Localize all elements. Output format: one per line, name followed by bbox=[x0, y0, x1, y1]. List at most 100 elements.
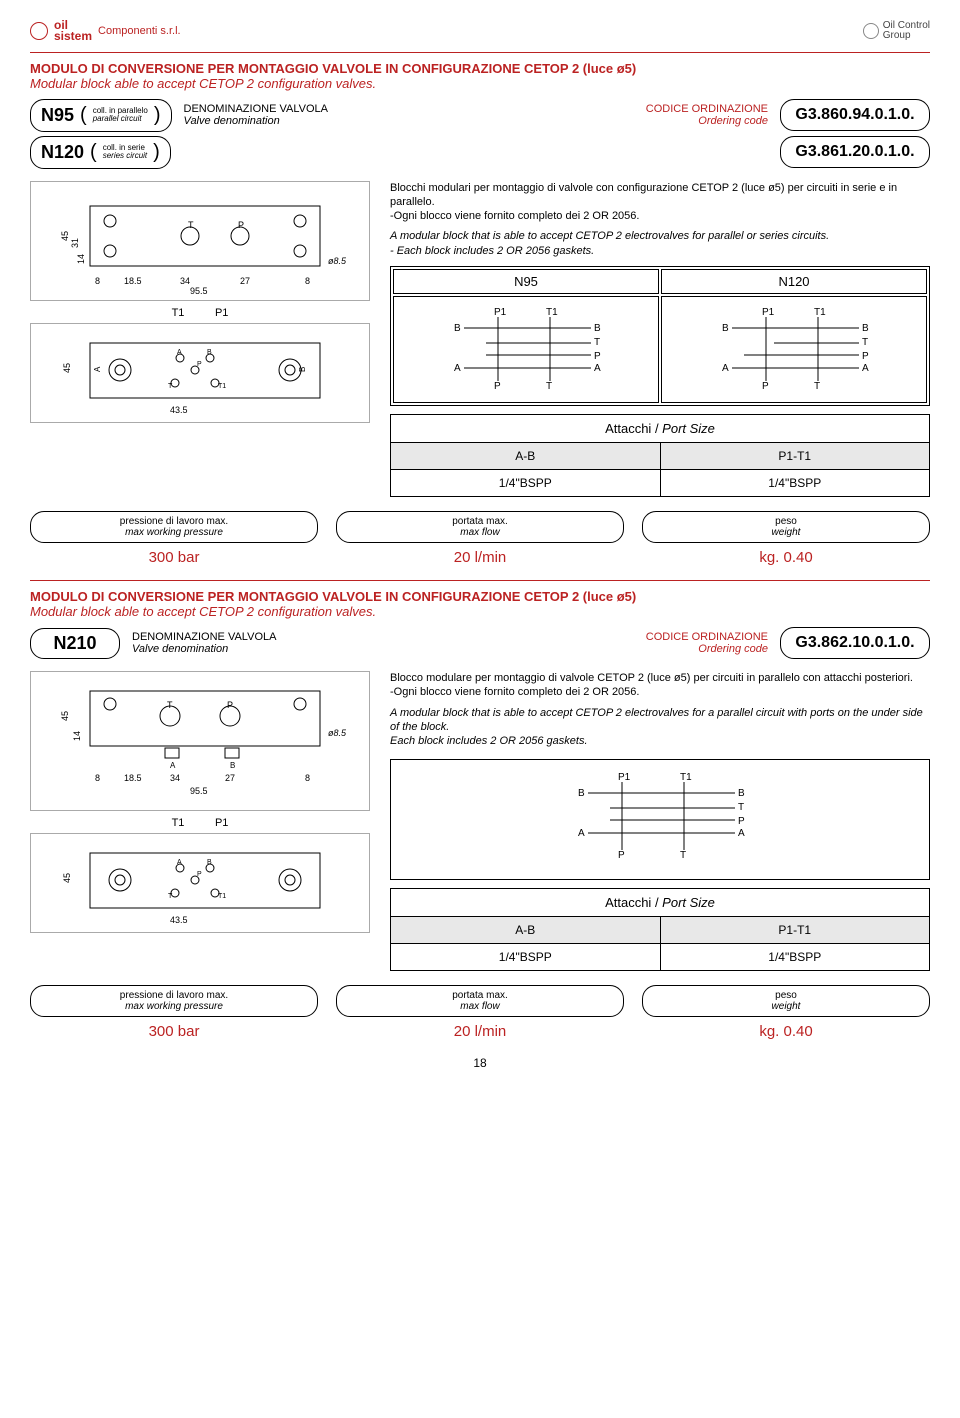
svg-text:P: P bbox=[197, 361, 202, 368]
label-t1: T1 bbox=[172, 307, 185, 319]
svg-text:43.5: 43.5 bbox=[170, 915, 188, 925]
svg-text:A: A bbox=[594, 363, 601, 374]
drawing-svg-top: T P 45 31 14 ø8.5 818.5 34278 95.5 bbox=[40, 186, 360, 296]
ord-en: Ordering code bbox=[646, 115, 768, 127]
svg-text:P1: P1 bbox=[762, 307, 775, 318]
svg-text:B: B bbox=[594, 323, 601, 334]
svg-text:A: A bbox=[170, 761, 176, 770]
svg-text:B: B bbox=[207, 859, 212, 866]
schem-hdr-n95: N95 bbox=[393, 269, 659, 294]
ord-it-2: CODICE ORDINAZIONE bbox=[646, 631, 768, 643]
svg-text:B: B bbox=[578, 788, 585, 799]
spec-flow-2: portata max. max flow bbox=[336, 985, 624, 1017]
svg-text:T: T bbox=[188, 220, 194, 230]
spec-val-pressure: 300 bar bbox=[30, 549, 318, 566]
svg-text:P: P bbox=[738, 816, 745, 827]
section-divider bbox=[30, 580, 930, 581]
svg-text:T1: T1 bbox=[218, 893, 226, 900]
model-n95: N95 ( coll. in parallelo parallel circui… bbox=[30, 99, 172, 132]
svg-text:B: B bbox=[207, 349, 212, 356]
svg-text:P: P bbox=[618, 850, 625, 861]
svg-text:B: B bbox=[230, 761, 235, 770]
denom-it: DENOMINAZIONE VALVOLA bbox=[184, 103, 634, 115]
port-table-2: Attacchi / Port Size A-B P1-T1 1/4"BSPP … bbox=[390, 888, 930, 971]
port-val-1: 1/4"BSPP bbox=[660, 470, 930, 497]
spec-val-row-2: 300 bar 20 l/min kg. 0.40 bbox=[30, 1023, 930, 1040]
desc-col-2: Blocco modulare per montaggio di valvole… bbox=[390, 671, 930, 970]
model-name: N210 bbox=[53, 633, 96, 654]
header-rule bbox=[30, 52, 930, 53]
svg-text:8: 8 bbox=[305, 773, 310, 783]
model-n210: N210 bbox=[30, 628, 120, 659]
company-name: Componenti s.r.l. bbox=[98, 25, 181, 37]
svg-text:8: 8 bbox=[305, 276, 310, 286]
denom-en-2: Valve denomination bbox=[132, 643, 634, 655]
model-row-n210: N210 DENOMINAZIONE VALVOLA Valve denomin… bbox=[30, 627, 930, 659]
svg-text:45: 45 bbox=[62, 873, 72, 883]
logo-swirl-icon bbox=[30, 22, 48, 40]
svg-text:T: T bbox=[546, 381, 552, 392]
logo-right: Oil Control Group bbox=[863, 21, 930, 41]
svg-text:18.5: 18.5 bbox=[124, 773, 142, 783]
spec-val-weight: kg. 0.40 bbox=[642, 549, 930, 566]
desc-en-1: A modular block that is able to accept C… bbox=[390, 229, 930, 258]
svg-text:B: B bbox=[454, 323, 461, 334]
svg-text:P: P bbox=[227, 700, 233, 710]
spec-pressure-2: pressione di lavoro max. max working pre… bbox=[30, 985, 318, 1017]
page-number: 18 bbox=[30, 1056, 930, 1070]
page-header: oil sistem Componenti s.r.l. Oil Control… bbox=[30, 20, 930, 42]
svg-text:T: T bbox=[168, 893, 173, 900]
drawing-bottom-1: A B P T T1 45 A B 43.5 bbox=[30, 323, 370, 423]
svg-text:A: A bbox=[722, 363, 729, 374]
desc-col-1: Blocchi modulari per montaggio di valvol… bbox=[390, 181, 930, 497]
logo-bottom: sistem bbox=[54, 31, 92, 42]
model-n120: N120 ( coll. in serie series circuit ) bbox=[30, 136, 171, 169]
svg-text:B: B bbox=[738, 788, 745, 799]
svg-text:95.5: 95.5 bbox=[190, 786, 208, 796]
svg-text:T: T bbox=[814, 381, 820, 392]
schematic-box-2: P1T1 BB TP AA PT bbox=[390, 759, 930, 880]
code-n95: G3.860.94.0.1.0. bbox=[780, 99, 930, 131]
port-val-0-2: 1/4"BSPP bbox=[391, 943, 661, 970]
svg-text:T1: T1 bbox=[546, 307, 558, 318]
svg-text:A: A bbox=[738, 828, 745, 839]
desc-it-1: Blocchi modulari per montaggio di valvol… bbox=[390, 181, 930, 224]
svg-text:14: 14 bbox=[72, 731, 82, 741]
section1-body: T P 45 31 14 ø8.5 818.5 34278 95.5 T1 bbox=[30, 181, 930, 497]
svg-text:14: 14 bbox=[76, 254, 86, 264]
svg-text:T: T bbox=[738, 802, 744, 813]
code-n120: G3.861.20.0.1.0. bbox=[780, 136, 930, 168]
model-name: N95 bbox=[41, 105, 74, 126]
svg-text:T: T bbox=[594, 337, 600, 348]
svg-text:43.5: 43.5 bbox=[170, 405, 188, 415]
spec-weight-2: peso weight bbox=[642, 985, 930, 1017]
section-2: MODULO DI CONVERSIONE PER MONTAGGIO VALV… bbox=[30, 589, 930, 1039]
svg-text:A: A bbox=[177, 349, 182, 356]
drawing-bottom-2: A B P T T1 45 43.5 bbox=[30, 833, 370, 933]
port-title-2: Attacchi / Port Size bbox=[391, 888, 930, 916]
svg-text:P: P bbox=[494, 381, 501, 392]
denom-en: Valve denomination bbox=[184, 115, 634, 127]
section2-title-it: MODULO DI CONVERSIONE PER MONTAGGIO VALV… bbox=[30, 589, 930, 604]
spec-val-flow-2: 20 l/min bbox=[336, 1023, 624, 1040]
port-val-1-2: 1/4"BSPP bbox=[660, 943, 930, 970]
svg-text:8: 8 bbox=[95, 773, 100, 783]
svg-text:ø8.5: ø8.5 bbox=[328, 728, 347, 738]
svg-text:B: B bbox=[722, 323, 729, 334]
spec-weight: peso weight bbox=[642, 511, 930, 543]
spec-row-2: pressione di lavoro max. max working pre… bbox=[30, 985, 930, 1017]
group-swirl-icon bbox=[863, 23, 879, 39]
spec-flow: portata max. max flow bbox=[336, 511, 624, 543]
group-name: Oil Control Group bbox=[883, 21, 930, 41]
svg-text:18.5: 18.5 bbox=[124, 276, 142, 286]
port-col-0-2: A-B bbox=[391, 916, 661, 943]
drawing-svg-bottom-2: A B P T T1 45 43.5 bbox=[40, 838, 360, 928]
svg-text:T: T bbox=[168, 383, 173, 390]
svg-text:A: A bbox=[578, 828, 585, 839]
logo-left: oil sistem Componenti s.r.l. bbox=[30, 20, 181, 42]
svg-text:A: A bbox=[177, 859, 182, 866]
ord-en-2: Ordering code bbox=[646, 643, 768, 655]
port-title: Attacchi / Port Size bbox=[391, 415, 930, 443]
ordering-block-2: CODICE ORDINAZIONE Ordering code bbox=[646, 631, 768, 655]
drawing-top-2: T P A B 45 14 ø8.5 818.5 34278 95.5 bbox=[30, 671, 370, 811]
